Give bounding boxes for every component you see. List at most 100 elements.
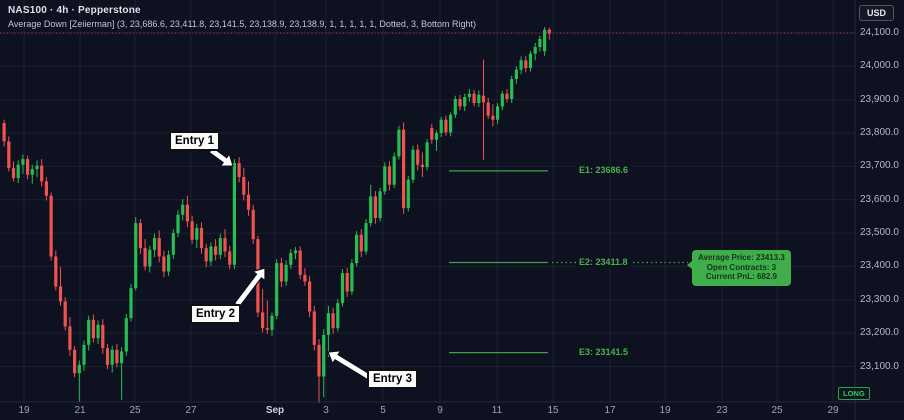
time-axis-label: 25	[129, 405, 141, 416]
candle-body	[157, 238, 161, 257]
candle-body	[359, 234, 363, 252]
time-axis-label: 3	[323, 405, 329, 416]
candle-body	[96, 324, 100, 339]
candle-body	[293, 250, 298, 254]
time-axis-label: 19	[659, 405, 671, 416]
candle-body	[11, 168, 16, 179]
candle-body	[58, 286, 63, 302]
candle-body	[533, 47, 537, 54]
candle-body	[406, 179, 410, 209]
candle-body	[63, 301, 67, 327]
candle-body	[275, 263, 279, 316]
candle-body	[331, 313, 335, 329]
candle-body	[467, 93, 471, 98]
candle-body	[345, 273, 349, 292]
candle-body	[171, 233, 175, 255]
time-axis-label: 21	[74, 405, 86, 416]
candle-body	[340, 273, 345, 304]
annotation-arrow	[327, 350, 372, 381]
candle-body	[453, 99, 457, 115]
price-axis[interactable]: 24,100.0 24,000.0 23,900.0 23,800.0 23,700.0…	[855, 0, 904, 402]
candle-body	[524, 60, 528, 69]
symbol-legend[interactable]: NAS100 · 4h · Pepperstone	[8, 5, 141, 16]
candle-body	[369, 196, 373, 224]
candle-body	[397, 129, 401, 157]
candle-body	[176, 214, 180, 234]
candle-body	[209, 246, 213, 262]
candle-body	[312, 311, 316, 345]
candle-body	[68, 326, 72, 350]
price-axis-label: 23,500.0	[860, 227, 899, 239]
candle-body	[162, 256, 166, 272]
candle-body	[152, 238, 157, 250]
annotation-entry-3[interactable]: Entry 3	[367, 369, 418, 389]
candle-body	[519, 60, 523, 70]
candle-body	[303, 274, 307, 282]
candle-body	[528, 53, 533, 69]
candle-body	[87, 319, 91, 345]
candle-body	[101, 324, 105, 349]
time-axis-label: 19	[18, 405, 30, 416]
entry-level-label-e3: E3: 23141.5	[576, 347, 632, 358]
candle-body	[49, 195, 53, 257]
annotation-entry-1[interactable]: Entry 1	[169, 131, 220, 151]
candle-body	[246, 194, 251, 210]
price-axis-label: 23,700.0	[860, 160, 899, 172]
candle-body	[298, 250, 302, 275]
candle-body	[416, 149, 420, 165]
candle-body	[44, 181, 48, 196]
candle-body	[35, 165, 39, 170]
indicator-legend[interactable]: Average Down [Zeiierman] (3, 23,686.6, 2…	[8, 19, 476, 29]
annotation-arrow	[208, 146, 234, 167]
candle-body	[336, 303, 340, 329]
candle-body	[373, 196, 377, 219]
annotation-entry-2[interactable]: Entry 2	[190, 304, 241, 324]
candle-body	[115, 349, 119, 364]
candle-body	[40, 165, 44, 182]
currency-button[interactable]: USD	[859, 5, 895, 21]
average-position-info-box: Average Price: 23413.3 Open Contracts: 3…	[687, 250, 791, 286]
open-contracts-text: Open Contracts: 3	[706, 262, 777, 272]
price-axis-label: 23,100.0	[860, 360, 899, 372]
candle-body	[322, 334, 326, 377]
candle-body	[420, 164, 424, 168]
candle-body	[21, 159, 25, 165]
candle-body	[472, 93, 476, 104]
candle-body	[223, 238, 227, 252]
candle-body	[387, 166, 392, 185]
candle-body	[195, 228, 199, 240]
candle-body	[143, 248, 147, 267]
annotation-arrows-layer	[208, 146, 372, 381]
current-pnl-text: Current PnL: 682.9	[705, 272, 777, 281]
candle-body	[411, 149, 415, 180]
candle-body	[425, 142, 429, 168]
candle-body	[54, 256, 58, 287]
candle-body	[242, 177, 246, 195]
time-axis[interactable]: 19 21 25 27 Sep 3 5 9 11 15 17 19 23 25 29	[0, 402, 904, 420]
candle-body	[129, 288, 133, 319]
time-axis-label: 5	[380, 405, 386, 416]
candle-body	[134, 223, 138, 289]
candle-body	[350, 263, 354, 292]
candle-body	[538, 39, 542, 48]
candle-body	[124, 318, 128, 352]
price-axis-label: 23,900.0	[860, 93, 899, 105]
time-axis-label: 15	[547, 405, 559, 416]
candle-body	[2, 123, 6, 142]
candle-body	[486, 102, 490, 116]
candle-body	[491, 115, 495, 120]
price-axis-label: 23,800.0	[860, 127, 899, 139]
entry-level-label-e1: E1: 23686.6	[576, 165, 632, 176]
candle-body	[232, 163, 236, 265]
candle-body	[458, 99, 462, 107]
candle-body	[270, 315, 274, 330]
candle-body	[105, 348, 110, 365]
price-axis-label: 23,400.0	[860, 260, 899, 272]
candle-body	[91, 319, 95, 339]
candle-body	[444, 119, 448, 133]
candle-body	[463, 97, 467, 107]
candle-body	[279, 263, 283, 282]
candle-body	[190, 221, 194, 240]
candle-body	[16, 164, 20, 179]
